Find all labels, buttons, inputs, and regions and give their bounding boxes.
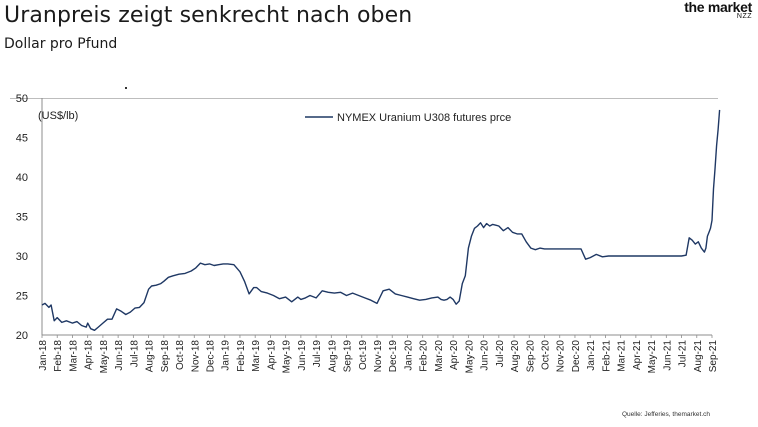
- x-tick-label: Sep-21: [708, 340, 719, 373]
- chart-top-rule: [10, 98, 718, 99]
- x-tick-label: Oct-20: [541, 340, 552, 370]
- x-tick-label: May-19: [282, 340, 293, 374]
- x-tick-label: Jan-19: [221, 340, 232, 371]
- x-tick-label: Apr-18: [84, 340, 95, 370]
- x-tick-label: Mar-20: [434, 340, 445, 372]
- x-tick-label: Jun-20: [480, 340, 491, 371]
- x-axis: Jan-18 Feb-18 Mar-18 Apr-18 May-18 Jun-18 Jul-…: [38, 334, 719, 374]
- unit-label: (US$/lb): [38, 110, 78, 122]
- x-tick-label: Jul-19: [312, 340, 323, 368]
- y-tick-label: 25: [16, 291, 28, 303]
- x-tick-label: Aug-19: [327, 340, 338, 373]
- x-tick-label: Jun-19: [297, 340, 308, 371]
- y-axis: 20 25 30 35 40 45 50: [16, 93, 43, 342]
- decorative-dot: [125, 87, 127, 89]
- legend: NYMEX Uranium U308 futures prce: [305, 112, 511, 124]
- x-tick-label: Feb-18: [53, 340, 64, 372]
- x-tick-label: Feb-20: [419, 340, 430, 372]
- x-tick-label: Jul-20: [495, 340, 506, 368]
- x-tick-label: Jan-21: [586, 340, 597, 371]
- source-note: Quelle: Jefferies, themarket.ch: [621, 411, 710, 418]
- y-tick-label: 30: [16, 251, 28, 263]
- y-tick-label: 45: [16, 133, 28, 145]
- series-line-uranium: [41, 109, 721, 331]
- x-tick-label: Jan-18: [38, 340, 49, 371]
- x-tick-label: Apr-21: [632, 340, 643, 370]
- x-tick-label: Feb-19: [236, 340, 247, 372]
- x-tick-label: Dec-20: [571, 340, 582, 373]
- x-tick-label: Sep-19: [343, 340, 354, 373]
- x-tick-label: Nov-19: [373, 340, 384, 373]
- x-tick-label: Mar-18: [68, 340, 79, 372]
- y-tick-label: 50: [16, 93, 28, 105]
- logo-sub-wordmark: NZZ: [736, 13, 752, 20]
- y-tick-label: 35: [16, 212, 28, 224]
- chart-subtitle: Dollar pro Pfund: [4, 36, 118, 52]
- x-tick-label: Oct-18: [175, 340, 186, 370]
- x-tick-label: Nov-20: [556, 340, 567, 373]
- x-tick-label: Oct-19: [358, 340, 369, 370]
- x-tick-label: May-20: [464, 340, 475, 374]
- x-tick-label: Apr-19: [266, 340, 277, 370]
- x-tick-label: Apr-20: [449, 340, 460, 370]
- x-tick-label: May-18: [99, 340, 110, 374]
- x-tick-label: Sep-18: [160, 340, 171, 373]
- x-tick-label: Feb-21: [601, 340, 612, 372]
- x-tick-label: May-21: [647, 340, 658, 374]
- x-tick-label: Dec-19: [388, 340, 399, 373]
- x-tick-label: Mar-21: [617, 340, 628, 372]
- x-tick-label: Jun-18: [114, 340, 125, 371]
- x-tick-label: Aug-18: [145, 340, 156, 373]
- chart-title: Uranpreis zeigt senkrecht nach oben: [4, 3, 413, 28]
- x-tick-label: Jul-18: [129, 340, 140, 368]
- x-tick-label: Jun-21: [662, 340, 673, 371]
- y-tick-label: 20: [16, 330, 28, 342]
- x-tick-label: Dec-18: [206, 340, 217, 373]
- x-tick-label: Sep-20: [525, 340, 536, 373]
- x-tick-label: Aug-20: [510, 340, 521, 373]
- x-tick-label: Jan-20: [403, 340, 414, 371]
- legend-label: NYMEX Uranium U308 futures prce: [337, 112, 511, 124]
- x-tick-label: Aug-21: [693, 340, 704, 373]
- brand-logo: the market NZZ: [684, 0, 752, 20]
- logo-wordmark: the market: [684, 0, 752, 15]
- x-tick-label: Jul-21: [678, 340, 689, 368]
- x-tick-label: Nov-18: [190, 340, 201, 373]
- x-tick-label: Mar-19: [251, 340, 262, 372]
- y-tick-label: 40: [16, 172, 28, 184]
